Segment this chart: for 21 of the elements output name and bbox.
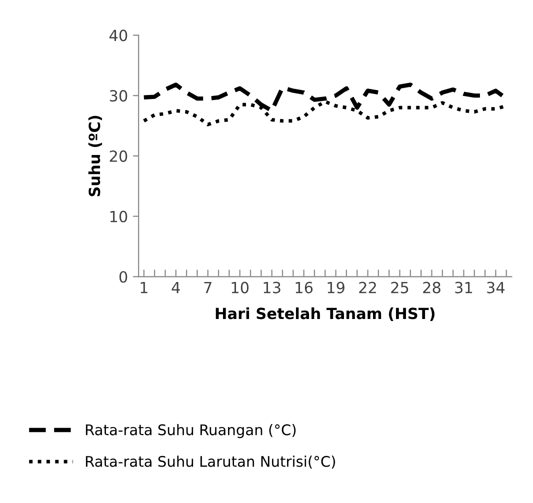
x-tick-label: 16 [296, 282, 313, 294]
y-tick-label: 10 [110, 210, 128, 222]
x-tick-label: 28 [423, 282, 440, 294]
x-axis-title: Hari Setelah Tanam (HST) [216, 307, 434, 322]
x-tick-label: 19 [328, 282, 344, 294]
y-tick-label: 30 [110, 90, 128, 102]
x-tick-label: 22 [359, 282, 376, 294]
x-tick-label: 25 [391, 282, 408, 294]
x-tick-label: 1 [140, 282, 148, 294]
x-tick-label: 7 [204, 282, 212, 294]
y-tick-label: 40 [109, 30, 128, 42]
x-tick-label: 13 [264, 282, 280, 294]
legend-label: Rata-rata Suhu Larutan Nutrisi(°C) [86, 456, 336, 469]
x-tick-label: 31 [455, 282, 472, 294]
legend-label: Rata-rata Suhu Ruangan (°C) [86, 424, 296, 438]
y-axis-title: Suhu (ºC) [88, 116, 102, 196]
x-tick-label: 10 [232, 282, 249, 294]
y-tick-label: 0 [119, 271, 128, 283]
y-tick-label: 20 [110, 150, 128, 162]
x-tick-label: 4 [172, 282, 180, 294]
x-tick-label: 34 [487, 282, 505, 294]
